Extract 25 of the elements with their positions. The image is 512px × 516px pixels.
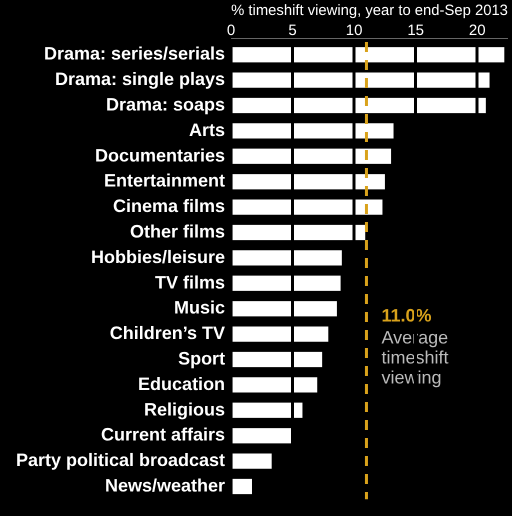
y-tick-label: Sport xyxy=(178,348,226,368)
y-tick-label: Children’s TV xyxy=(110,323,226,344)
x-tick-label: 10 xyxy=(346,22,362,40)
y-tick-label: Education xyxy=(138,374,226,394)
y-tick-label: Other films xyxy=(130,221,226,242)
y-tick-label: Religious xyxy=(144,399,226,420)
y-tick-label: Entertainment xyxy=(104,170,226,191)
y-tick-label: Drama: single plays xyxy=(54,69,226,90)
y-tick-label: Drama: soaps xyxy=(106,94,226,114)
y-tick-label: Drama: series/serials xyxy=(44,44,226,64)
x-axis-title: % timeshift viewing, year to end-Sep 2013 xyxy=(231,3,508,20)
y-tick-label: Party political broadcast xyxy=(16,450,226,470)
y-tick-label: News/weather xyxy=(105,475,226,496)
y-tick-label: Arts xyxy=(189,120,226,140)
y-tick-label: Music xyxy=(174,298,226,318)
x-tick-label: 5 xyxy=(288,22,297,40)
y-tick-label: Documentaries xyxy=(95,145,226,166)
y-tick-label: Hobbies/leisure xyxy=(91,246,226,267)
x-tick-label: 15 xyxy=(407,22,424,40)
y-tick-label: Current affairs xyxy=(101,424,226,445)
y-tick-label: TV films xyxy=(155,272,226,292)
ref-line-label: 11.0% xyxy=(381,305,432,326)
y-tick-label: Cinema films xyxy=(113,196,226,216)
x-tick-label: 20 xyxy=(468,22,486,40)
x-tick-label: 0 xyxy=(226,22,236,40)
